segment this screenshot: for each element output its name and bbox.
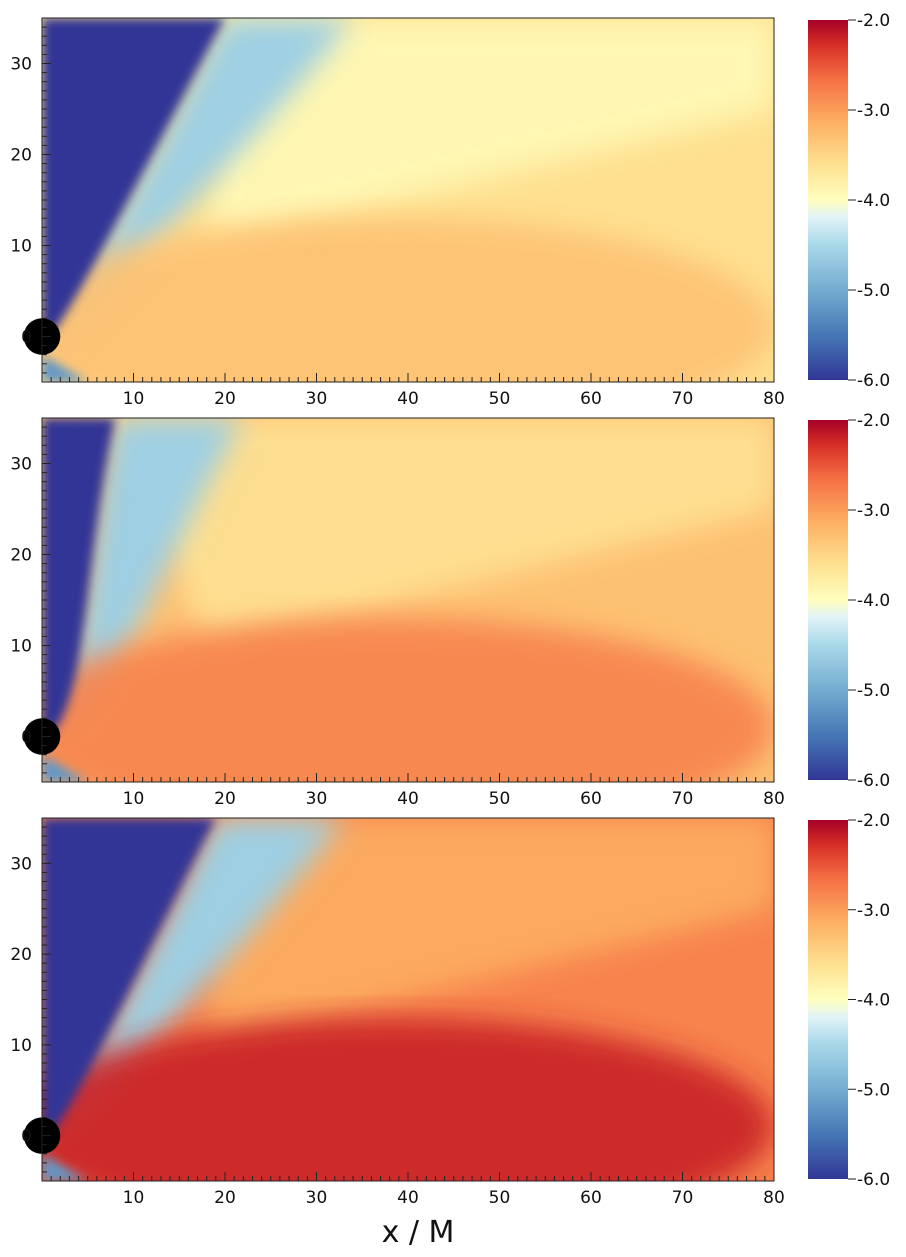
colorbar [808,820,848,1179]
x-tick-label: 10 [123,389,145,409]
colorbar-tick-label: -4.0 [857,991,890,1011]
lower-funnel [42,1153,88,1181]
panel-bottom: 10 20 30 40 50 60 70 80 0 10 20 30 -2.0 -3.0 -4.0 -5.0 -… [10,811,890,1208]
x-tick-label: 70 [672,389,694,409]
y-tick-label: 10 [10,237,32,257]
x-tick-label: 30 [306,389,328,409]
colorbar-tick-label: -6.0 [857,771,890,791]
colorbar-tick-label: -2.0 [857,811,890,831]
outflow-region [115,418,774,646]
x-tick-label: 70 [672,1188,694,1208]
x-tick-label: 80 [763,389,785,409]
y-tick-label: 20 [10,546,32,566]
x-tick-label: 50 [489,389,511,409]
colorbar [808,20,848,380]
panel-top: 10 20 30 40 50 60 70 80 0 10 20 30 -2.0 -3.0 -4.0 -5.0 -… [10,11,890,409]
x-tick-label: 20 [214,389,236,409]
funnel-wall [42,418,244,737]
lower-funnel [42,754,88,782]
outflow-region [206,818,774,1045]
jet-core [42,218,774,382]
y-tick-label: 0 [21,728,32,748]
x-tick-label: 30 [306,1188,328,1208]
colorbar-tick-label: -5.0 [857,281,890,301]
colorbar-tick-label: -2.0 [857,11,890,31]
heatmap-field-top [42,18,774,382]
x-tick-label: 10 [123,1188,145,1208]
evacuated-funnel [42,818,216,1136]
jet-core [42,618,774,782]
evacuated-funnel [42,18,225,337]
colorbar-tick-label: -6.0 [857,1170,890,1190]
colorbar-tick-label: -5.0 [857,681,890,701]
y-tick-label: 0 [21,328,32,348]
jet-core [42,1017,774,1181]
x-tick-label: 80 [763,789,785,809]
y-tick-label: 20 [10,146,32,166]
panel-middle: 10 20 30 40 50 60 70 80 0 10 20 30 -2.0 -3.0 -4.0 -5.0 -… [10,411,890,809]
colorbar-tick-label: -6.0 [857,371,890,391]
x-axis-label: x / M [382,1215,455,1250]
colorbar-tick-label: -3.0 [857,901,890,921]
heatmap-field-bottom [42,818,774,1181]
y-tick-label: 30 [10,55,32,75]
x-tick-label: 40 [397,1188,419,1208]
x-tick-label: 40 [397,389,419,409]
colorbar-tick-label: -3.0 [857,501,890,521]
x-tick-label: 20 [214,1188,236,1208]
x-tick-label: 20 [214,789,236,809]
colorbar-tick-label: -4.0 [857,591,890,611]
colorbar-tick-label: -4.0 [857,191,890,211]
colorbar-tick-label: -5.0 [857,1080,890,1100]
y-tick-label: 30 [10,455,32,475]
x-tick-label: 50 [489,1188,511,1208]
x-tick-label: 50 [489,789,511,809]
x-tick-label: 70 [672,789,694,809]
y-tick-label: 10 [10,637,32,657]
x-tick-label: 60 [580,389,602,409]
y-tick-label: 0 [21,1127,32,1147]
x-tick-label: 60 [580,1188,602,1208]
y-tick-label: 20 [10,945,32,965]
heatmap-field-middle [42,418,774,782]
x-tick-label: 10 [123,789,145,809]
lower-funnel [42,354,88,382]
x-tick-label: 60 [580,789,602,809]
colorbar [808,420,848,780]
x-tick-label: 40 [397,789,419,809]
y-tick-label: 30 [10,854,32,874]
x-tick-label: 80 [763,1188,785,1208]
colorbar-tick-label: -2.0 [857,411,890,431]
evacuated-funnel [42,418,116,737]
outflow-region [206,18,774,246]
x-tick-label: 30 [306,789,328,809]
colorbar-tick-label: -3.0 [857,101,890,121]
y-tick-label: 10 [10,1036,32,1056]
